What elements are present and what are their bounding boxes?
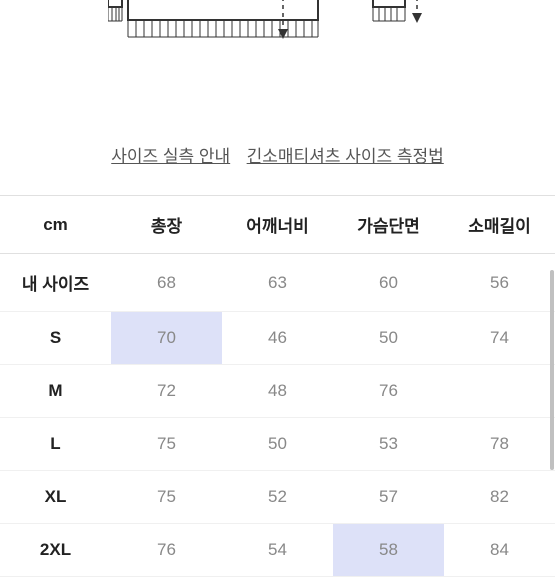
cell-value: 46 [222, 312, 333, 365]
cell-value: 75 [111, 471, 222, 524]
cell-value: 72 [111, 365, 222, 418]
row-label: XL [0, 471, 111, 524]
table-row: 내 사이즈68636056 [0, 254, 555, 312]
cell-value: 48 [222, 365, 333, 418]
col-chest: 가슴단면 [333, 196, 444, 254]
cell-value: 76 [333, 365, 444, 418]
size-table: cm 총장 어깨너비 가슴단면 소매길이 내 사이즈68636056S70465… [0, 195, 555, 577]
cell-value: 58 [333, 524, 444, 577]
sleeve-right-svg [365, 0, 435, 85]
cell-value: 56 [444, 254, 555, 312]
cell-value: 68 [111, 254, 222, 312]
cell-value [444, 365, 555, 418]
table-row: L75505378 [0, 418, 555, 471]
sweater-body-svg [108, 0, 338, 85]
cell-value: 76 [111, 524, 222, 577]
row-label: 2XL [0, 524, 111, 577]
col-unit: cm [0, 196, 111, 254]
scrollbar-thumb[interactable] [550, 270, 554, 470]
cell-value: 50 [333, 312, 444, 365]
cell-value: 57 [333, 471, 444, 524]
cell-value: 70 [111, 312, 222, 365]
cell-value: 60 [333, 254, 444, 312]
row-label: 내 사이즈 [0, 254, 111, 312]
cell-value: 63 [222, 254, 333, 312]
cell-value: 78 [444, 418, 555, 471]
cell-value: 75 [111, 418, 222, 471]
col-length: 총장 [111, 196, 222, 254]
cell-value: 74 [444, 312, 555, 365]
cell-value: 50 [222, 418, 333, 471]
cell-value: 52 [222, 471, 333, 524]
table-row: 2XL76545884 [0, 524, 555, 577]
links-row: 사이즈 실측 안내 긴소매티셔츠 사이즈 측정법 [0, 142, 555, 167]
cell-value: 82 [444, 471, 555, 524]
table-row: S70465074 [0, 312, 555, 365]
row-label: M [0, 365, 111, 418]
row-label: S [0, 312, 111, 365]
table-header-row: cm 총장 어깨너비 가슴단면 소매길이 [0, 196, 555, 254]
measure-guide-link[interactable]: 긴소매티셔츠 사이즈 측정법 [247, 142, 444, 167]
cell-value: 84 [444, 524, 555, 577]
cell-value: 53 [333, 418, 444, 471]
col-sleeve: 소매길이 [444, 196, 555, 254]
row-label: L [0, 418, 111, 471]
garment-diagram [0, 0, 555, 92]
table-row: M724876 [0, 365, 555, 418]
cell-value: 54 [222, 524, 333, 577]
size-guide-link[interactable]: 사이즈 실측 안내 [111, 142, 230, 167]
col-shoulder: 어깨너비 [222, 196, 333, 254]
table-row: XL75525782 [0, 471, 555, 524]
